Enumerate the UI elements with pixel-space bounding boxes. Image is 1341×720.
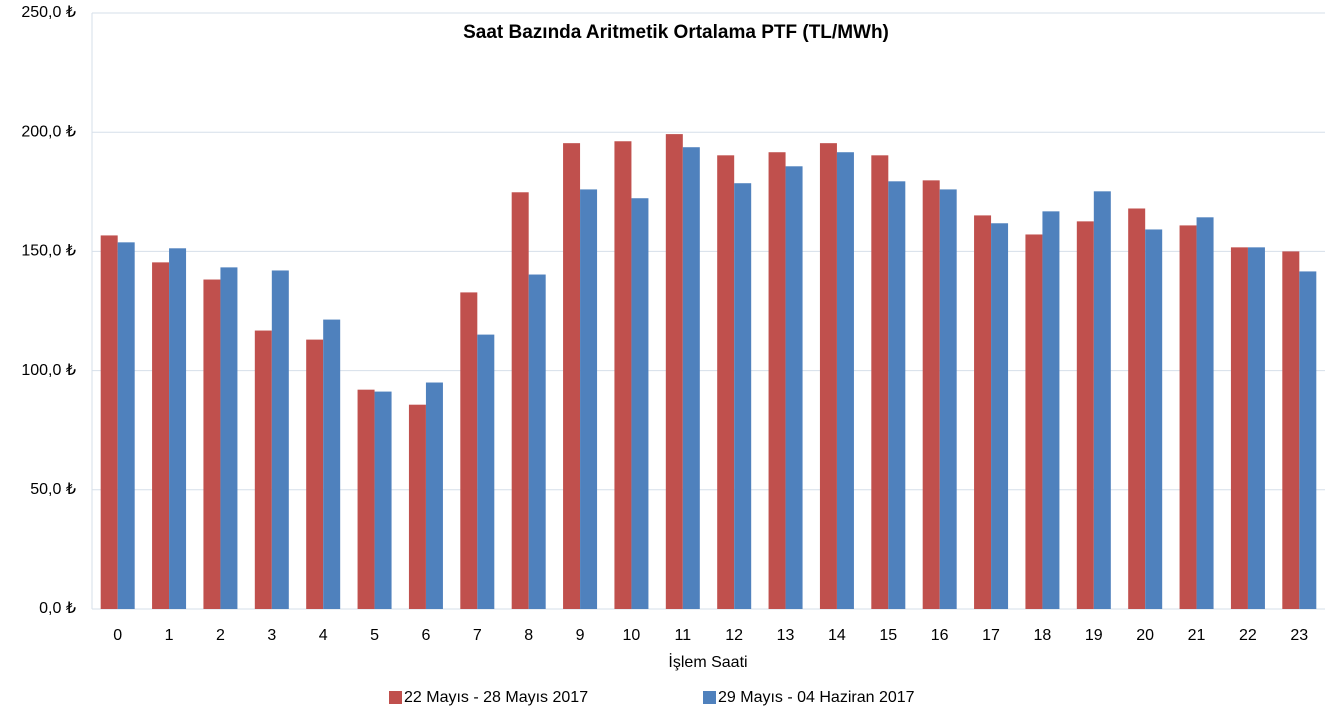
bar: [819, 143, 837, 610]
x-tick-label: 23: [1290, 627, 1308, 644]
y-tick-label: 0,0 ₺: [39, 600, 76, 617]
bar: [1196, 217, 1214, 609]
bar: [1282, 251, 1300, 609]
bar: [357, 389, 375, 609]
bar: [1230, 247, 1248, 609]
bar: [871, 155, 889, 609]
x-tick-label: 4: [319, 627, 328, 644]
y-tick-label: 150,0 ₺: [21, 243, 76, 260]
bar: [974, 215, 992, 609]
bar: [408, 404, 426, 609]
legend-swatch: [703, 691, 716, 704]
bar: [1179, 225, 1197, 609]
x-tick-label: 8: [524, 627, 533, 644]
x-tick-label: 17: [982, 627, 1000, 644]
bar: [323, 319, 341, 609]
bar: [306, 339, 324, 609]
bar: [203, 279, 221, 609]
x-tick-label: 16: [931, 627, 949, 644]
bar: [939, 189, 957, 609]
bar: [1128, 208, 1146, 609]
bar: [100, 235, 118, 610]
bar: [169, 248, 187, 610]
bar: [152, 262, 170, 609]
legend-label: 22 Mayıs - 28 Mayıs 2017: [404, 689, 588, 706]
bar: [1025, 234, 1043, 609]
bar: [528, 274, 546, 609]
bar: [1145, 229, 1163, 609]
x-tick-label: 6: [421, 627, 430, 644]
bar: [1299, 271, 1317, 609]
bar: [888, 181, 906, 609]
x-tick-label: 9: [576, 627, 585, 644]
bar: [991, 223, 1009, 609]
x-tick-label: 5: [370, 627, 379, 644]
bar: [563, 143, 581, 610]
x-axis-label: İşlem Saati: [668, 652, 747, 671]
bar: [254, 330, 272, 609]
x-tick-label: 20: [1136, 627, 1154, 644]
bar: [477, 334, 495, 609]
x-tick-label: 2: [216, 627, 225, 644]
legend-swatch: [389, 691, 402, 704]
x-tick-label: 1: [165, 627, 174, 644]
chart-title: Saat Bazında Aritmetik Ortalama PTF (TL/…: [463, 22, 889, 43]
x-tick-label: 13: [777, 627, 795, 644]
x-tick-label: 18: [1034, 627, 1052, 644]
y-tick-label: 200,0 ₺: [21, 123, 76, 140]
x-tick-label: 0: [113, 627, 122, 644]
y-tick-label: 50,0 ₺: [30, 481, 76, 498]
bar: [1076, 221, 1094, 609]
x-tick-label: 3: [267, 627, 276, 644]
bar: [425, 382, 443, 609]
x-tick-label: 11: [675, 627, 692, 644]
x-tick-label: 14: [828, 627, 846, 644]
bar: [374, 391, 392, 609]
bar: [580, 189, 598, 609]
x-tick-label: 7: [473, 627, 482, 644]
y-tick-label: 100,0 ₺: [21, 362, 76, 379]
x-tick-label: 12: [725, 627, 743, 644]
bar: [271, 270, 289, 609]
bar: [682, 147, 700, 610]
bar: [1093, 191, 1111, 610]
x-tick-label: 22: [1239, 627, 1257, 644]
x-tick-label: 15: [879, 627, 897, 644]
bar: [220, 267, 238, 609]
bar: [1247, 247, 1265, 609]
bar: [614, 141, 632, 609]
y-tick-label: 250,0 ₺: [21, 4, 76, 21]
bar: [785, 166, 803, 609]
bar: [836, 152, 854, 610]
bar: [631, 198, 649, 609]
bar: [734, 183, 752, 610]
legend-label: 29 Mayıs - 04 Haziran 2017: [718, 689, 915, 706]
bar: [1042, 211, 1060, 609]
x-tick-label: 10: [623, 627, 641, 644]
bar: [117, 242, 135, 609]
bar: [768, 152, 786, 610]
bar: [460, 292, 478, 609]
x-tick-label: 21: [1188, 627, 1206, 644]
bar: [511, 192, 529, 609]
bar: [665, 134, 683, 610]
x-tick-label: 19: [1085, 627, 1103, 644]
bar: [922, 180, 940, 609]
bar: [717, 155, 735, 609]
